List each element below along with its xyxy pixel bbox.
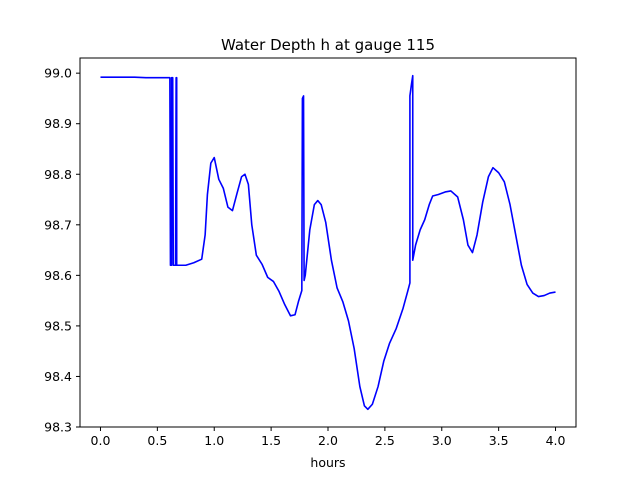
- x-tick-label-0: 0.0: [91, 433, 111, 448]
- y-tick-label-0: 98.3: [44, 420, 72, 435]
- chart-title: Water Depth h at gauge 115: [221, 36, 435, 54]
- x-tick-label-3: 1.5: [261, 433, 281, 448]
- x-tick-label-1: 0.5: [147, 433, 167, 448]
- y-tick-label-7: 99.0: [44, 66, 72, 81]
- x-tick-label-6: 3.0: [432, 433, 452, 448]
- y-tick-label-3: 98.6: [44, 268, 72, 283]
- x-axis-label: hours: [310, 455, 345, 470]
- x-tick-label-2: 1.0: [204, 433, 224, 448]
- y-tick-label-4: 98.7: [44, 217, 72, 232]
- plot-area: 0.0 0.5 1.0 1.5 2.0 2.5 3.0 3.5 4.0 98.3 98.4 98.5 9…: [44, 57, 577, 448]
- x-tick-label-5: 2.5: [375, 433, 395, 448]
- y-tick-label-5: 98.8: [44, 167, 72, 182]
- x-tick-label-4: 2.0: [318, 433, 338, 448]
- y-tick-label-2: 98.5: [44, 318, 72, 333]
- series-line-0: [100, 74, 556, 411]
- x-tick-label-7: 3.5: [489, 433, 509, 448]
- y-tick-label-1: 98.4: [44, 369, 72, 384]
- x-tick-label-8: 4.0: [546, 433, 566, 448]
- y-tick-label-6: 98.9: [44, 116, 72, 131]
